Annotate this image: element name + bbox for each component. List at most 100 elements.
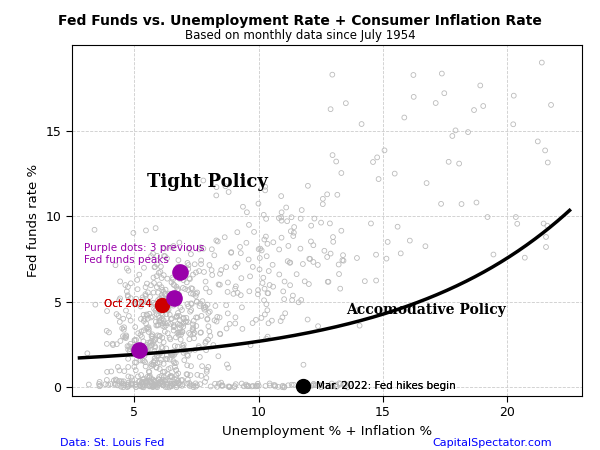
Point (315, 382, 325, 389)
Point (136, 371, 146, 378)
Point (254, 200, 263, 207)
Point (328, 383, 337, 390)
Point (221, 264, 231, 271)
Point (133, 286, 142, 293)
Point (238, 203, 248, 210)
Point (277, 209, 286, 216)
Point (345, 380, 355, 387)
Point (165, 373, 175, 380)
Point (146, 378, 155, 385)
Point (180, 347, 190, 354)
Point (177, 306, 187, 314)
Point (220, 234, 230, 241)
Point (173, 377, 183, 384)
Point (313, 261, 323, 269)
Point (157, 274, 166, 282)
Point (187, 301, 197, 308)
Point (149, 274, 158, 281)
Point (116, 383, 126, 390)
Point (163, 356, 172, 363)
Point (261, 382, 271, 390)
Point (203, 336, 213, 343)
Point (313, 323, 323, 330)
Point (287, 297, 297, 304)
Point (159, 360, 169, 368)
Point (287, 381, 296, 388)
Point (142, 311, 151, 318)
Point (178, 328, 187, 335)
Point (179, 277, 188, 284)
Point (437, 70, 446, 77)
Point (179, 320, 188, 327)
Point (128, 351, 138, 358)
Point (512, 220, 522, 227)
Point (155, 281, 164, 288)
Point (151, 318, 161, 325)
Point (262, 215, 271, 222)
Point (195, 302, 205, 310)
Point (326, 250, 335, 257)
Point (170, 380, 180, 387)
Point (172, 383, 181, 391)
Point (224, 383, 234, 390)
Point (145, 301, 155, 308)
Point (124, 383, 133, 390)
Point (141, 378, 151, 386)
Point (160, 298, 169, 306)
Point (153, 322, 163, 329)
Point (138, 357, 148, 364)
Point (157, 301, 166, 308)
Point (144, 299, 154, 306)
Point (155, 359, 164, 366)
Point (136, 382, 145, 390)
Point (117, 380, 127, 387)
Point (115, 318, 125, 325)
Point (146, 282, 156, 289)
Point (94, 380, 104, 387)
Point (248, 382, 258, 390)
Point (318, 201, 328, 208)
Point (280, 383, 289, 390)
Point (140, 352, 149, 360)
Point (112, 341, 122, 348)
Point (182, 371, 191, 378)
Point (405, 237, 415, 244)
Point (201, 304, 211, 311)
Point (285, 282, 295, 289)
Point (182, 301, 192, 308)
Point (265, 382, 275, 389)
Point (136, 303, 145, 310)
Point (145, 383, 154, 390)
Point (166, 372, 176, 379)
Point (142, 312, 152, 319)
Point (176, 322, 186, 329)
Point (137, 383, 147, 391)
Point (156, 316, 166, 324)
Point (189, 383, 199, 391)
Point (328, 71, 337, 78)
Point (187, 300, 196, 307)
Point (131, 383, 141, 391)
Point (321, 382, 331, 389)
Point (214, 353, 223, 360)
Point (154, 350, 164, 357)
Point (281, 204, 291, 211)
Point (222, 361, 232, 368)
Point (126, 317, 136, 324)
Point (150, 344, 160, 351)
Point (211, 192, 221, 199)
Point (182, 279, 191, 286)
Point (242, 382, 251, 390)
Point (166, 350, 176, 357)
Point (183, 376, 193, 383)
Point (149, 338, 158, 346)
Point (340, 380, 350, 387)
Point (253, 380, 263, 387)
Point (162, 383, 172, 391)
Point (262, 301, 271, 308)
Point (115, 297, 124, 304)
Point (161, 383, 170, 391)
Point (146, 252, 156, 260)
Point (164, 306, 173, 313)
Point (149, 382, 159, 389)
